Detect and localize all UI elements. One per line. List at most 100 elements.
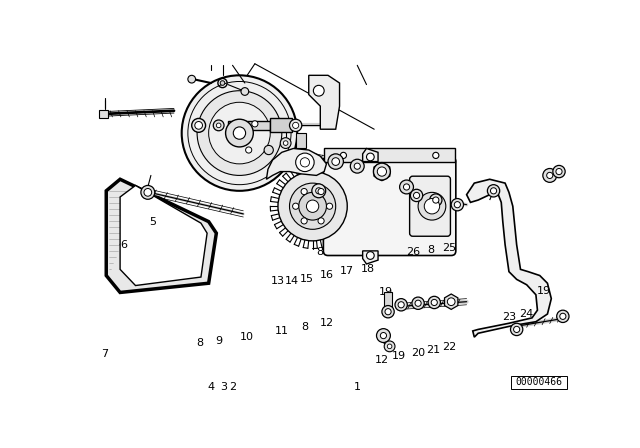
Polygon shape bbox=[374, 162, 390, 181]
Circle shape bbox=[182, 75, 297, 191]
Text: 24: 24 bbox=[520, 309, 534, 319]
Circle shape bbox=[367, 153, 374, 161]
Circle shape bbox=[543, 168, 557, 182]
Circle shape bbox=[241, 88, 249, 95]
Circle shape bbox=[547, 172, 553, 178]
Circle shape bbox=[488, 185, 500, 197]
Text: 00000466: 00000466 bbox=[515, 377, 563, 387]
Circle shape bbox=[373, 163, 390, 180]
Bar bbox=[99, 110, 108, 118]
Circle shape bbox=[284, 141, 288, 146]
Polygon shape bbox=[120, 185, 207, 285]
Text: 21: 21 bbox=[426, 345, 440, 355]
Circle shape bbox=[316, 188, 322, 194]
Polygon shape bbox=[324, 148, 455, 162]
Text: 9: 9 bbox=[215, 336, 222, 346]
Circle shape bbox=[318, 218, 324, 224]
Circle shape bbox=[398, 302, 404, 308]
Polygon shape bbox=[445, 294, 458, 310]
Circle shape bbox=[252, 121, 258, 127]
Text: 8: 8 bbox=[196, 337, 203, 348]
Circle shape bbox=[296, 153, 314, 172]
Circle shape bbox=[451, 198, 463, 211]
Text: 19: 19 bbox=[379, 288, 393, 297]
Circle shape bbox=[384, 341, 395, 352]
Circle shape bbox=[292, 203, 299, 209]
Bar bbox=[228, 121, 270, 130]
Circle shape bbox=[225, 119, 253, 147]
Bar bbox=[270, 118, 292, 132]
Circle shape bbox=[387, 344, 392, 349]
Circle shape bbox=[424, 198, 440, 214]
Text: 17: 17 bbox=[340, 266, 355, 276]
Circle shape bbox=[340, 152, 346, 159]
Circle shape bbox=[213, 120, 224, 131]
Polygon shape bbox=[467, 179, 551, 337]
Circle shape bbox=[144, 189, 152, 196]
Circle shape bbox=[197, 90, 282, 176]
Circle shape bbox=[289, 183, 336, 229]
Text: 23: 23 bbox=[502, 312, 516, 322]
Circle shape bbox=[246, 147, 252, 153]
Bar bbox=[511, 375, 566, 389]
Text: 2: 2 bbox=[229, 382, 236, 392]
Circle shape bbox=[418, 192, 446, 220]
Circle shape bbox=[307, 200, 319, 212]
Text: 8: 8 bbox=[427, 245, 434, 255]
Circle shape bbox=[433, 152, 439, 159]
Circle shape bbox=[431, 299, 437, 306]
Circle shape bbox=[511, 323, 523, 336]
Polygon shape bbox=[106, 179, 216, 293]
FancyBboxPatch shape bbox=[323, 157, 456, 255]
Circle shape bbox=[326, 203, 333, 209]
Circle shape bbox=[350, 159, 364, 173]
Bar bbox=[384, 293, 392, 312]
Circle shape bbox=[415, 300, 421, 306]
Circle shape bbox=[216, 123, 221, 128]
Circle shape bbox=[403, 184, 410, 190]
Text: 19: 19 bbox=[392, 351, 406, 362]
Circle shape bbox=[301, 189, 307, 194]
Circle shape bbox=[289, 119, 302, 132]
Circle shape bbox=[314, 85, 324, 96]
Text: 18: 18 bbox=[361, 264, 375, 274]
Text: 20: 20 bbox=[411, 348, 425, 358]
Circle shape bbox=[385, 309, 391, 315]
Text: 8: 8 bbox=[301, 322, 308, 332]
Text: 25: 25 bbox=[442, 243, 456, 253]
FancyBboxPatch shape bbox=[410, 176, 451, 236]
Circle shape bbox=[412, 297, 424, 310]
Bar bbox=[296, 133, 307, 148]
Circle shape bbox=[376, 329, 390, 343]
Polygon shape bbox=[363, 148, 378, 162]
Circle shape bbox=[378, 167, 387, 176]
Text: 10: 10 bbox=[240, 332, 254, 342]
Circle shape bbox=[560, 313, 566, 319]
Text: 12: 12 bbox=[375, 355, 389, 365]
Circle shape bbox=[234, 127, 246, 139]
Circle shape bbox=[312, 184, 326, 198]
Circle shape bbox=[299, 192, 326, 220]
Text: 11: 11 bbox=[275, 326, 289, 336]
Text: 6: 6 bbox=[120, 240, 127, 250]
Circle shape bbox=[557, 310, 569, 323]
Circle shape bbox=[395, 299, 407, 311]
Circle shape bbox=[278, 172, 348, 241]
Circle shape bbox=[380, 332, 387, 339]
Circle shape bbox=[280, 138, 291, 148]
Text: 13: 13 bbox=[271, 276, 285, 286]
Circle shape bbox=[454, 202, 460, 208]
Text: 26: 26 bbox=[406, 247, 420, 258]
Text: 4: 4 bbox=[207, 382, 214, 392]
Text: 1: 1 bbox=[354, 382, 361, 392]
Text: 16: 16 bbox=[319, 270, 333, 280]
Text: 22: 22 bbox=[442, 342, 456, 352]
Circle shape bbox=[209, 102, 270, 164]
Circle shape bbox=[447, 298, 455, 306]
Circle shape bbox=[410, 189, 422, 202]
Text: 14: 14 bbox=[285, 276, 299, 286]
Circle shape bbox=[428, 296, 440, 309]
Circle shape bbox=[220, 81, 225, 85]
Circle shape bbox=[292, 122, 299, 129]
Circle shape bbox=[399, 180, 413, 194]
